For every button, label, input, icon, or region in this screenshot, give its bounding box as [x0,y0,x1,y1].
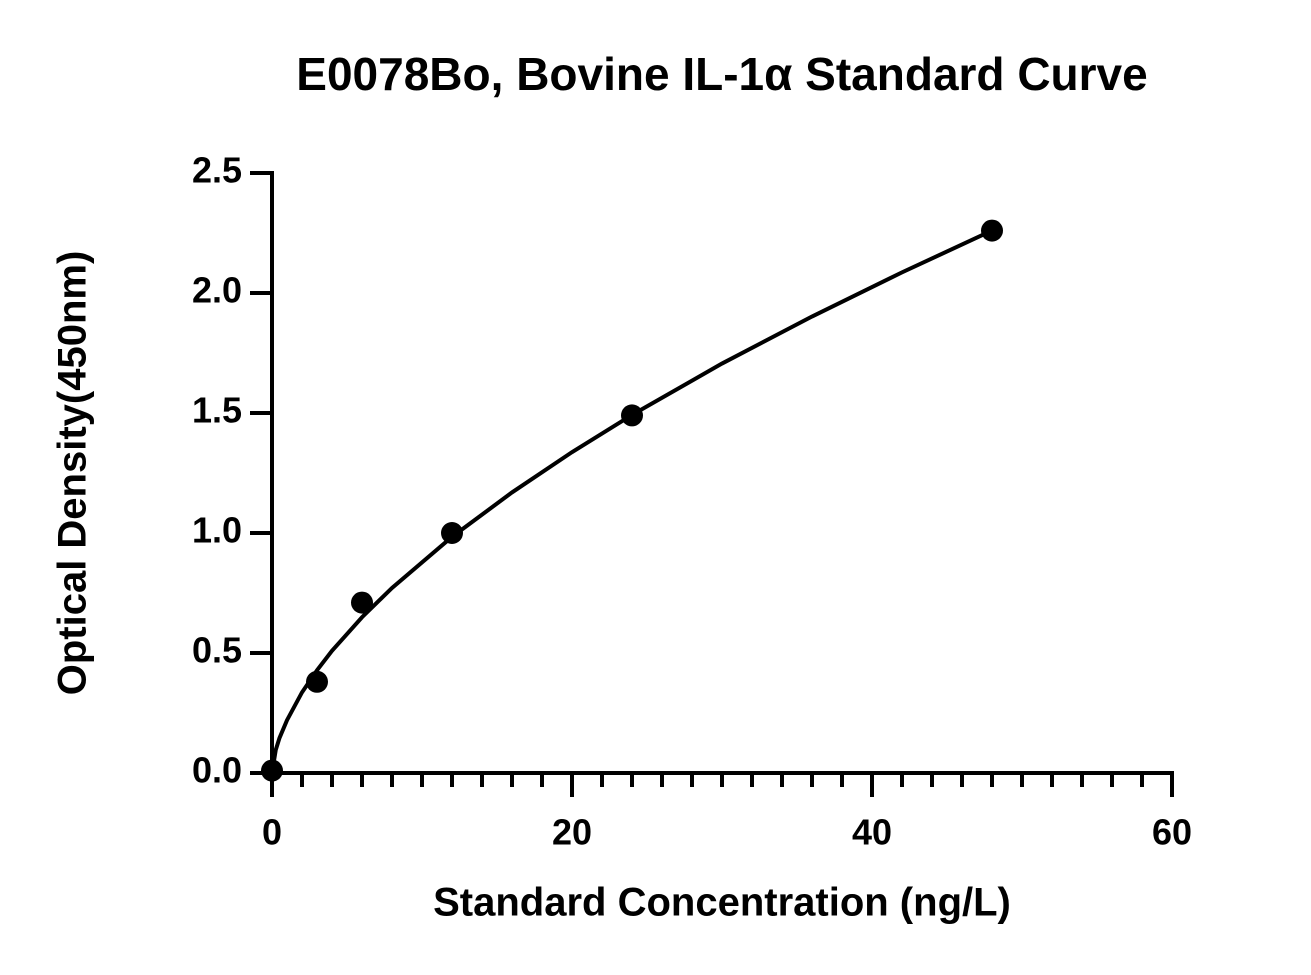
x-axis-label: Standard Concentration (ng/L) [433,881,1011,925]
data-point [441,522,463,544]
x-tick-label: 20 [552,812,592,853]
data-point [261,759,283,782]
y-tick-label: 0.5 [192,630,242,671]
data-point [981,219,1003,242]
fit-curve [270,228,993,774]
data-point [621,404,643,427]
y-tick-label: 2.5 [192,150,242,191]
data-point [351,591,373,614]
y-tick-label: 1.0 [192,510,242,551]
x-tick-label: 40 [852,812,892,853]
y-tick-label: 2.0 [192,270,242,311]
chart-title: E0078Bo, Bovine IL-1α Standard Curve [296,48,1147,100]
x-tick-label: 60 [1152,812,1192,853]
x-tick-label: 0 [262,812,282,853]
y-axis-label: Optical Density(450nm) [51,251,95,696]
y-tick-label: 1.5 [192,390,242,431]
data-point [306,670,328,693]
y-tick-label: 0.0 [192,750,242,791]
